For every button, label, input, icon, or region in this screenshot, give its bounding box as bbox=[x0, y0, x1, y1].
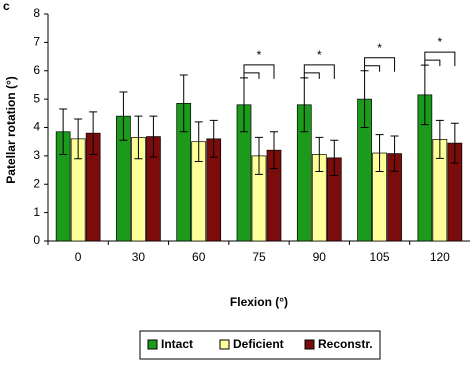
panel-label: c bbox=[3, 0, 10, 13]
error-bar bbox=[450, 122, 459, 164]
y-tick-label: 2 bbox=[33, 176, 40, 190]
significance-bracket bbox=[364, 57, 396, 72]
y-axis-label: Patellar rotation (°) bbox=[4, 76, 18, 183]
legend-swatch bbox=[147, 339, 158, 350]
significance-bracket bbox=[424, 51, 456, 67]
error-bar bbox=[209, 119, 218, 158]
x-tick-label: 105 bbox=[370, 250, 390, 264]
legend-swatch bbox=[219, 339, 230, 350]
error-bar bbox=[375, 134, 384, 172]
error-bar bbox=[270, 131, 278, 170]
x-tick-label: 90 bbox=[313, 250, 327, 264]
y-tick-label: 6 bbox=[33, 63, 40, 77]
significance-label: * bbox=[377, 41, 382, 55]
error-bar bbox=[435, 119, 444, 159]
error-bar bbox=[315, 136, 324, 172]
x-tick-label: 30 bbox=[132, 250, 146, 264]
error-bar bbox=[74, 118, 83, 160]
error-bar bbox=[390, 135, 399, 172]
error-bar bbox=[255, 136, 263, 175]
y-tick-label: 5 bbox=[33, 91, 40, 105]
x-tick-label: 60 bbox=[192, 250, 206, 264]
legend-label: Intact bbox=[161, 337, 193, 351]
y-tick-label: 4 bbox=[33, 120, 40, 134]
significance-label: * bbox=[438, 35, 443, 49]
error-bar bbox=[194, 121, 203, 163]
error-bar bbox=[179, 74, 188, 133]
significance-bracket bbox=[243, 64, 275, 79]
y-tick-label: 1 bbox=[33, 205, 40, 219]
significance-bracket bbox=[303, 64, 335, 79]
y-tick-label: 0 bbox=[33, 233, 40, 247]
legend-box bbox=[139, 330, 381, 360]
x-tick-label: 75 bbox=[252, 250, 266, 264]
error-bar bbox=[134, 115, 143, 160]
x-tick-label: 0 bbox=[75, 250, 82, 264]
error-bar bbox=[330, 139, 339, 176]
error-bar bbox=[149, 115, 158, 158]
x-tick-label: 120 bbox=[430, 250, 450, 264]
error-bar bbox=[59, 108, 68, 155]
error-bar bbox=[119, 91, 128, 141]
significance-label: * bbox=[317, 48, 322, 62]
y-tick-label: 8 bbox=[33, 6, 40, 20]
x-axis-label: Flexion (°) bbox=[230, 295, 288, 309]
error-bar bbox=[89, 111, 98, 155]
legend-label: Deficient bbox=[233, 337, 284, 351]
significance-label: * bbox=[257, 48, 262, 62]
y-tick-label: 7 bbox=[33, 35, 40, 49]
y-tick-label: 3 bbox=[33, 148, 40, 162]
legend-swatch bbox=[304, 339, 315, 350]
legend-label: Reconstr. bbox=[318, 337, 373, 351]
